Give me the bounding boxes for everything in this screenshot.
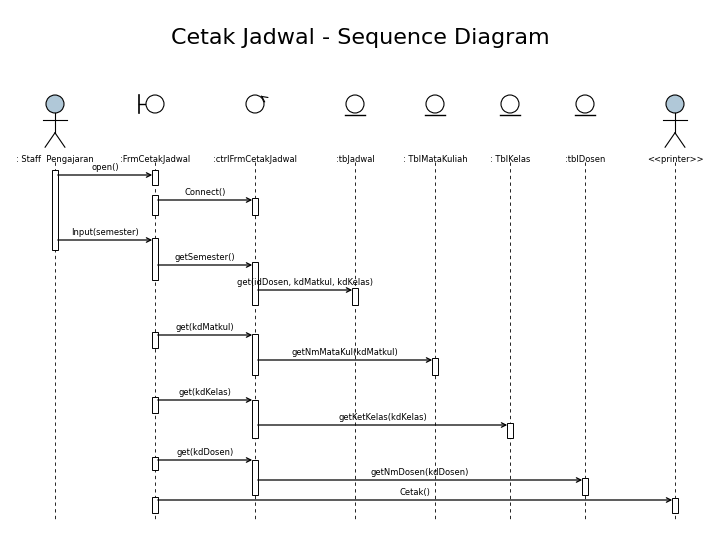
Text: getSemester(): getSemester(): [175, 253, 235, 262]
Text: : TblKelas: : TblKelas: [490, 155, 530, 164]
Bar: [152, 332, 158, 348]
Text: get(idDosen, kdMatkul, kdKelas): get(idDosen, kdMatkul, kdKelas): [237, 278, 373, 287]
Bar: [252, 198, 258, 215]
Bar: [432, 358, 438, 375]
Circle shape: [46, 95, 64, 113]
Text: : Staff  Pengajaran: : Staff Pengajaran: [16, 155, 94, 164]
Bar: [252, 400, 258, 438]
Text: Connect(): Connect(): [184, 188, 225, 197]
Circle shape: [146, 95, 164, 113]
Bar: [152, 397, 158, 413]
Bar: [152, 170, 158, 185]
Text: : TblMataKuliah: : TblMataKuliah: [402, 155, 467, 164]
Bar: [152, 457, 158, 470]
Bar: [152, 238, 158, 280]
Text: :tblDosen: :tblDosen: [564, 155, 606, 164]
Text: :FrmCetakJadwal: :FrmCetakJadwal: [120, 155, 190, 164]
Text: getNmDosen(kdDosen): getNmDosen(kdDosen): [371, 468, 469, 477]
Text: Cetak(): Cetak(): [400, 488, 431, 497]
Bar: [352, 288, 358, 305]
Text: get(kdKelas): get(kdKelas): [179, 388, 231, 397]
Circle shape: [666, 95, 684, 113]
Bar: [252, 262, 258, 305]
Circle shape: [346, 95, 364, 113]
Text: :ctrlFrmCetakJadwal: :ctrlFrmCetakJadwal: [213, 155, 297, 164]
Text: get(kdMatkul): get(kdMatkul): [176, 323, 234, 332]
Bar: [252, 460, 258, 495]
Circle shape: [246, 95, 264, 113]
Text: Input(semester): Input(semester): [71, 228, 139, 237]
Bar: [252, 334, 258, 375]
Bar: [507, 423, 513, 438]
Bar: [52, 170, 58, 250]
Text: :tbJadwal: :tbJadwal: [336, 155, 374, 164]
Text: get(kdDosen): get(kdDosen): [176, 448, 233, 457]
Text: open(): open(): [91, 163, 119, 172]
Bar: [672, 498, 678, 513]
Text: getNmMataKul(kdMatkul): getNmMataKul(kdMatkul): [292, 348, 398, 357]
Text: <<printer>>: <<printer>>: [647, 155, 703, 164]
Circle shape: [576, 95, 594, 113]
Bar: [152, 195, 158, 215]
Text: getKetKelas(kdKelas): getKetKelas(kdKelas): [338, 413, 427, 422]
Bar: [582, 478, 588, 495]
Text: Cetak Jadwal - Sequence Diagram: Cetak Jadwal - Sequence Diagram: [171, 28, 549, 48]
Circle shape: [501, 95, 519, 113]
Circle shape: [426, 95, 444, 113]
Bar: [152, 497, 158, 513]
